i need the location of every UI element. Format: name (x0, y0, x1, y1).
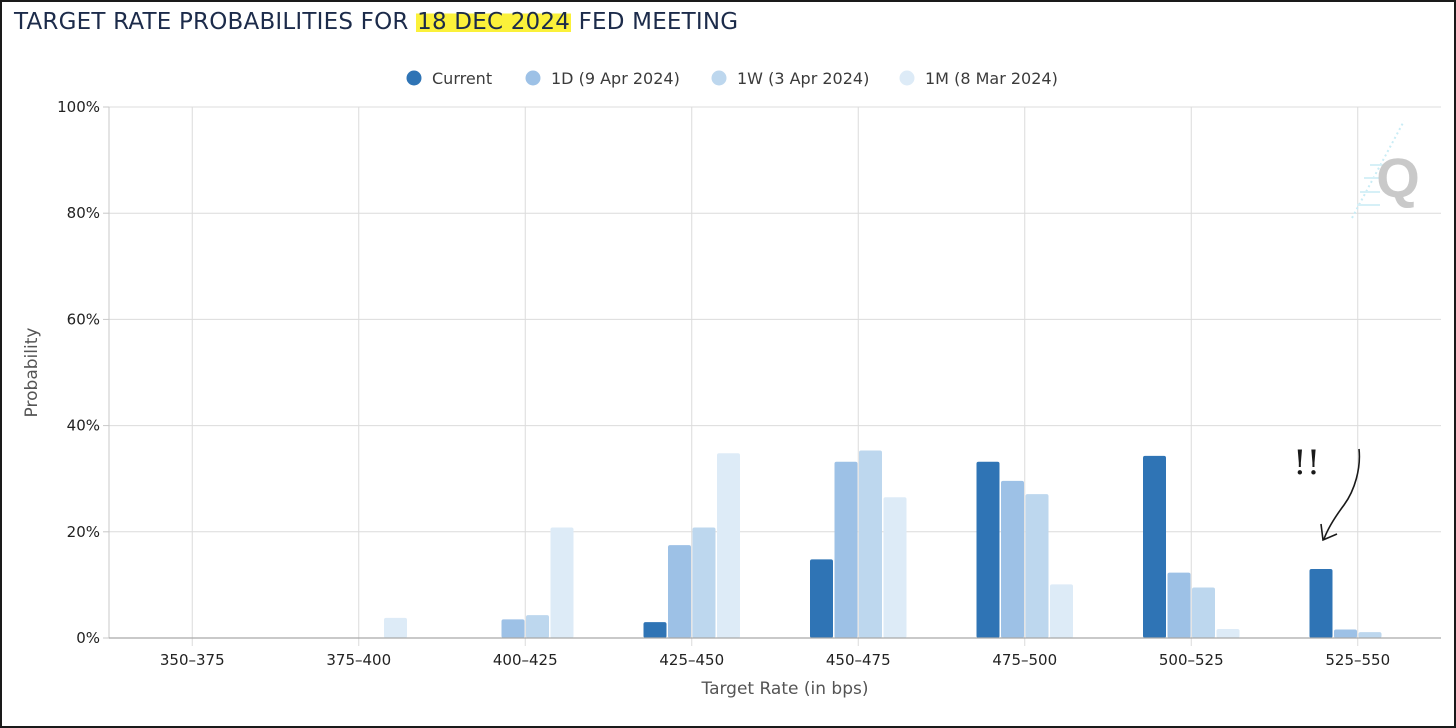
bar[interactable] (1143, 455, 1166, 638)
bar[interactable] (692, 527, 716, 638)
legend-item[interactable]: 1W (3 Apr 2024) (711, 69, 870, 88)
bar[interactable] (1192, 587, 1215, 638)
annotation-arrowhead (1320, 523, 1338, 542)
legend-marker (899, 70, 915, 86)
legend-label: 1M (8 Mar 2024) (925, 69, 1058, 88)
bar[interactable] (1167, 572, 1191, 638)
y-tick-label: 20% (67, 523, 100, 541)
bar[interactable] (1358, 632, 1382, 638)
legend-item[interactable]: 1M (8 Mar 2024) (899, 69, 1058, 88)
x-tick-label: 400–425 (493, 651, 558, 669)
page-title: TARGET RATE PROBABILITIES FOR 18 DEC 202… (14, 9, 738, 35)
x-tick-label: 500–525 (1159, 651, 1224, 669)
bar[interactable] (668, 545, 691, 638)
y-tick-label: 80% (67, 204, 100, 222)
bar[interactable] (883, 497, 907, 638)
grid-lines (109, 106, 1441, 646)
handwritten-annotation: !! (1293, 443, 1361, 542)
bar[interactable] (1050, 584, 1073, 638)
bar[interactable] (1001, 480, 1024, 638)
legend-label: 1D (9 Apr 2024) (551, 69, 680, 88)
bar[interactable] (810, 559, 833, 638)
bar[interactable] (1025, 494, 1049, 638)
legend-marker (406, 70, 422, 86)
y-tick-label: 40% (67, 417, 100, 435)
x-axis-title: Target Rate (in bps) (701, 679, 869, 699)
legend-item[interactable]: 1D (9 Apr 2024) (525, 69, 680, 88)
x-tick-label: 525–550 (1325, 651, 1390, 669)
bar[interactable] (1309, 568, 1333, 638)
legend-marker (525, 70, 541, 86)
bars (384, 450, 1382, 638)
annotation-text: !! (1293, 443, 1320, 483)
svg-text:Q: Q (1376, 146, 1420, 209)
legend-item[interactable]: Current (406, 69, 493, 88)
watermark-logo: Q (1351, 120, 1420, 219)
x-tick-label: 475–500 (992, 651, 1057, 669)
title-suffix: FED MEETING (571, 9, 739, 35)
title-prefix: TARGET RATE PROBABILITIES FOR (14, 9, 417, 35)
bar[interactable] (859, 450, 882, 638)
tick-labels: 0% 20% 40% 60% 80% 100% 350–375 375–400 400–425 4… (22, 98, 1390, 699)
bar[interactable] (834, 461, 858, 638)
bar[interactable] (1216, 628, 1240, 638)
bar[interactable] (550, 527, 574, 638)
x-tick-label: 375–400 (326, 651, 391, 669)
y-tick-label: 0% (76, 629, 100, 647)
axes (103, 106, 1441, 639)
annotation-arrow (1323, 448, 1361, 540)
y-axis-title: Probability (22, 328, 42, 418)
legend[interactable]: Current 1D (9 Apr 2024) 1W (3 Apr 2024) 1M … (406, 69, 1058, 88)
bar[interactable] (1334, 629, 1357, 638)
legend-label: Current (432, 69, 492, 88)
title-highlight: 18 DEC 2024 (416, 9, 572, 35)
legend-marker (711, 70, 727, 86)
y-tick-label: 60% (67, 310, 100, 328)
y-tick-label: 100% (57, 98, 100, 116)
bar[interactable] (384, 617, 407, 638)
x-tick-label: 425–450 (659, 651, 724, 669)
bar[interactable] (643, 622, 667, 638)
x-tick-label: 350–375 (160, 651, 225, 669)
legend-label: 1W (3 Apr 2024) (737, 69, 869, 88)
bar[interactable] (501, 619, 525, 638)
bar[interactable] (526, 615, 549, 638)
bar[interactable] (717, 453, 740, 638)
bar[interactable] (976, 461, 1000, 638)
x-tick-label: 450–475 (826, 651, 891, 669)
